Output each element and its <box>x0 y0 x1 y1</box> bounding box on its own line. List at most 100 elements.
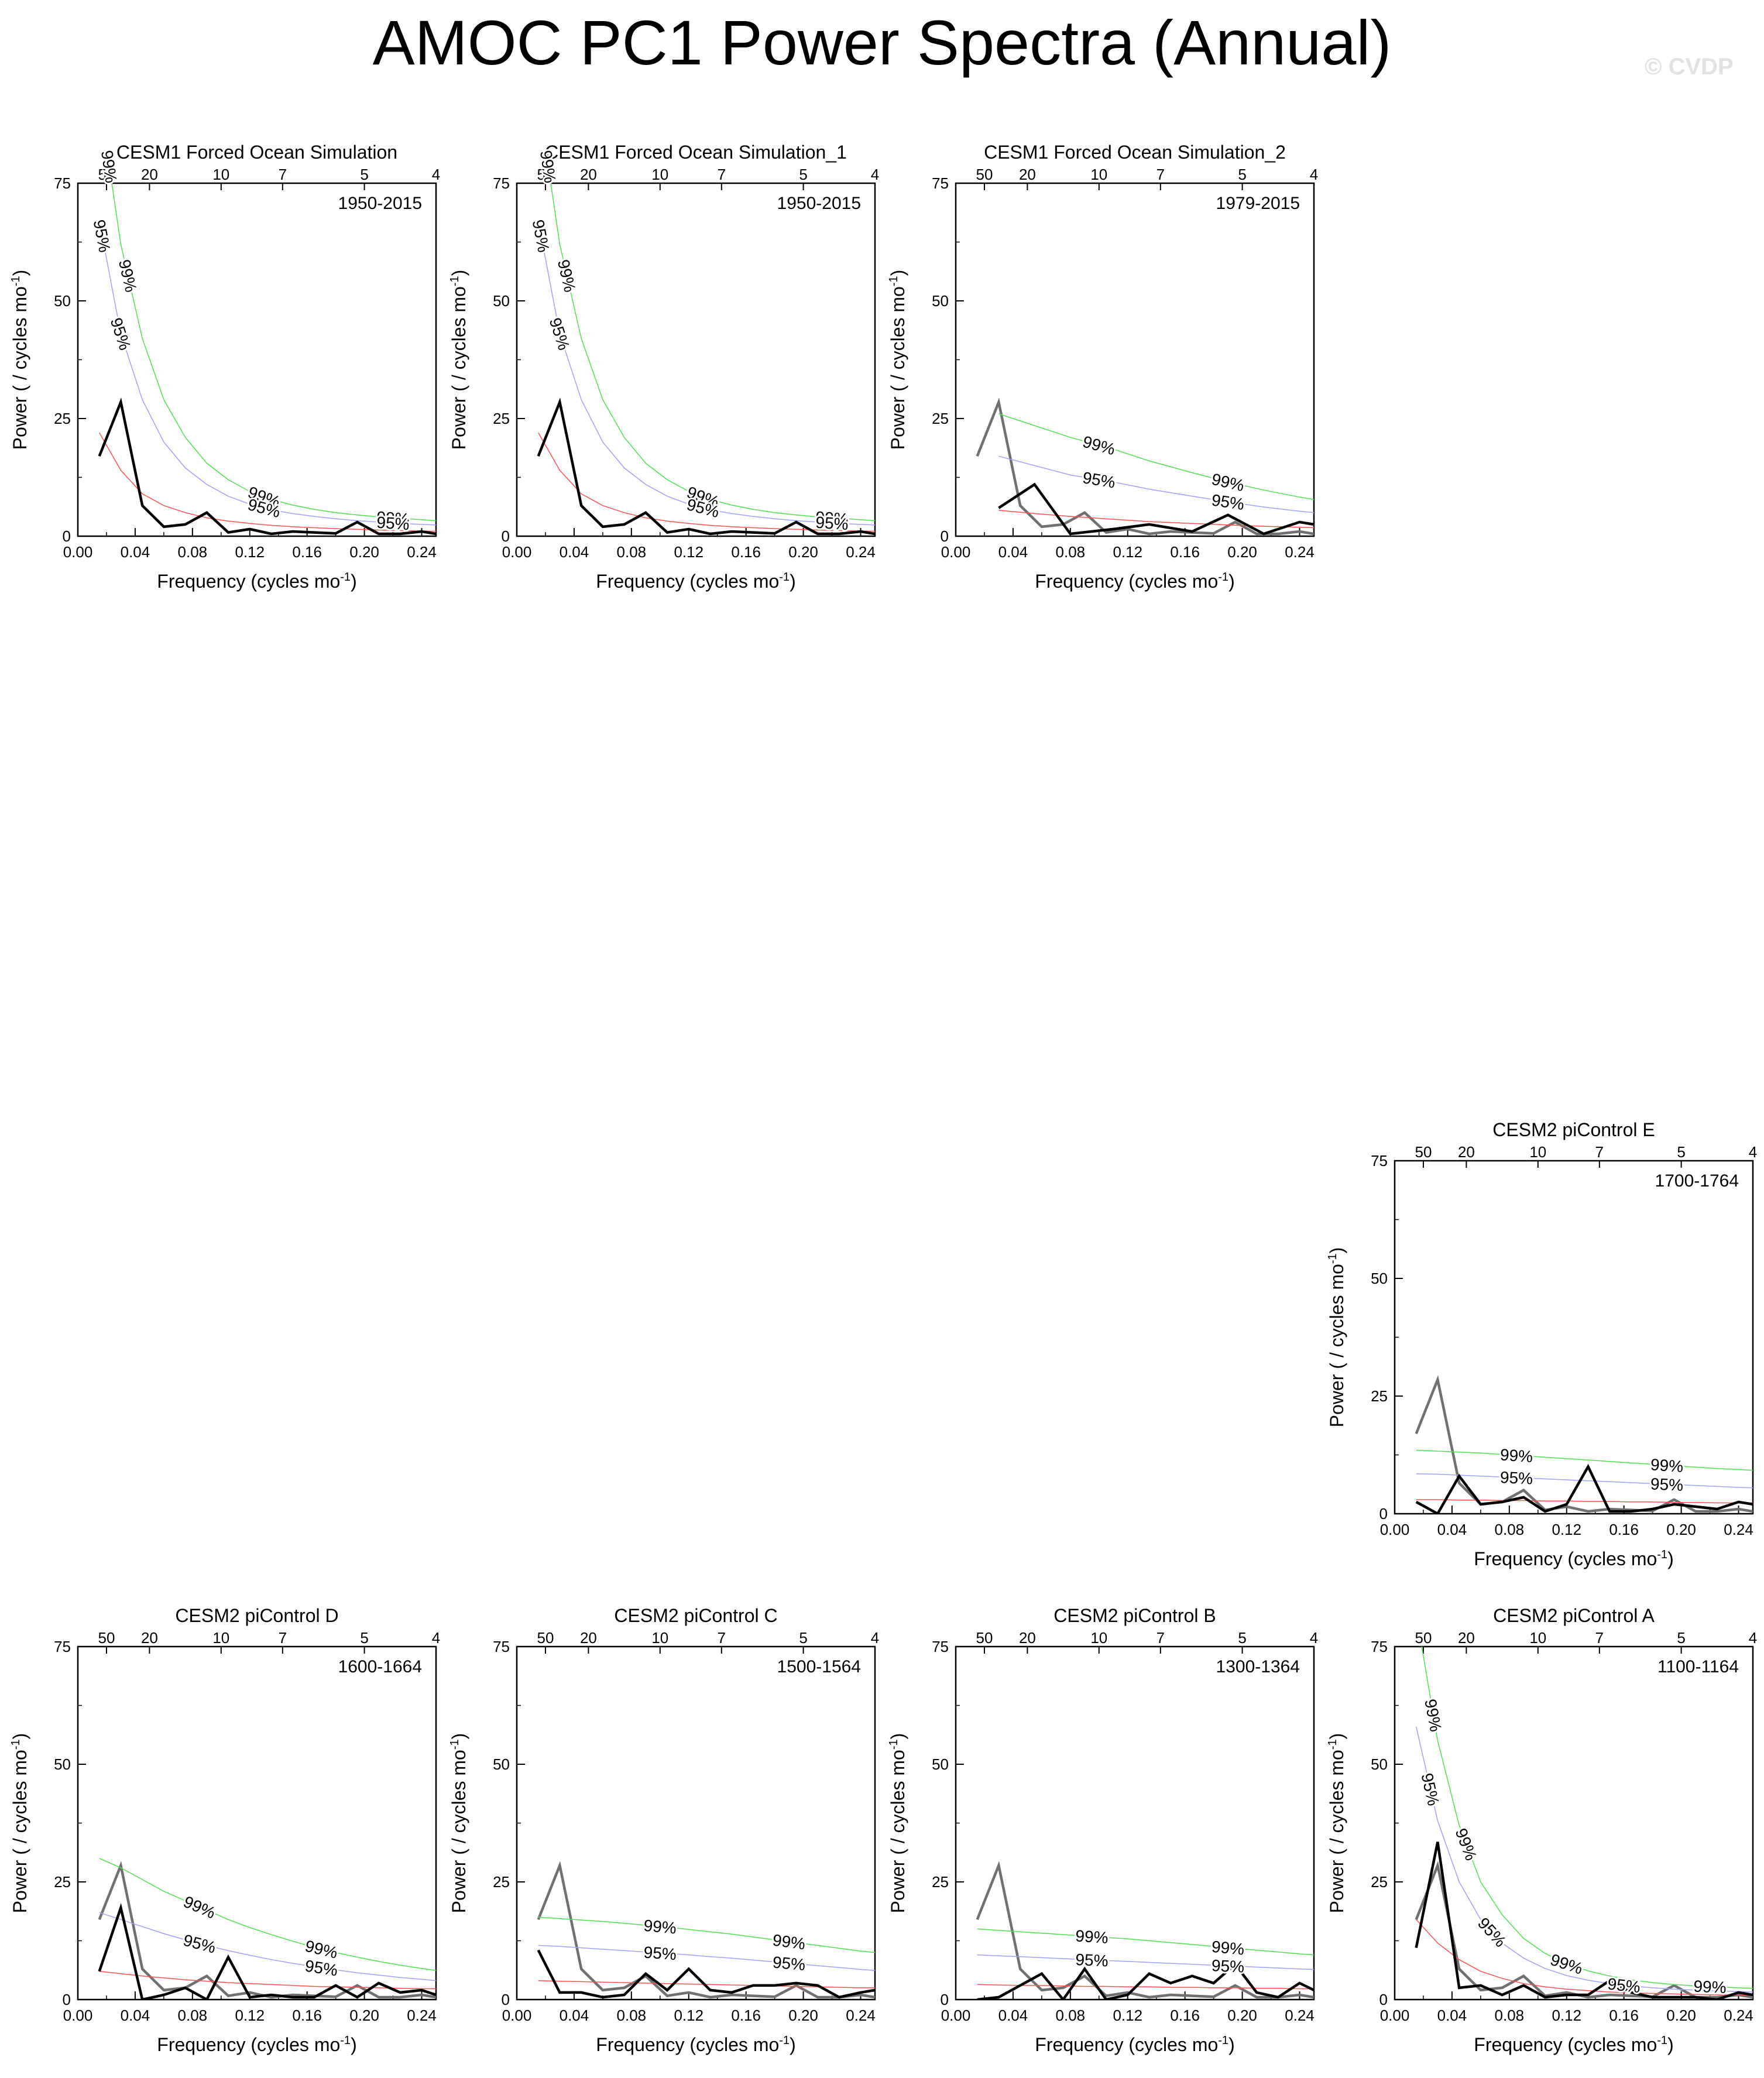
top-tick-label: 50 <box>1415 1143 1432 1161</box>
top-tick-label: 20 <box>1458 1629 1475 1647</box>
y-tick-label: 0 <box>502 527 510 545</box>
x-tick-label: 0.20 <box>349 2007 379 2024</box>
reference-spectrum-line <box>537 1861 875 1999</box>
data-line <box>1415 1842 1753 2000</box>
top-tick-label: 10 <box>651 1629 668 1647</box>
x-tick-label: 0.12 <box>1113 543 1142 561</box>
top-tick-label: 7 <box>1595 1143 1604 1161</box>
plot-frame <box>1394 1160 1754 1515</box>
y-tick-label: 25 <box>1371 1873 1388 1891</box>
top-tick-label: 4 <box>871 1629 879 1647</box>
x-tick-label: 0.12 <box>1113 2007 1142 2024</box>
spectrum-panel: CESM1 Forced Ocean Simulation_250 20 10 7 5 4… <box>887 142 1318 592</box>
ci95-label: 95% <box>1418 1771 1443 1808</box>
x-axis-label: Frequency (cycles mo-1) <box>596 571 795 592</box>
y-tick-label: 75 <box>493 1638 510 1655</box>
ci99-label: 99% <box>554 258 579 294</box>
x-tick-label: 0.12 <box>1552 1521 1581 1538</box>
x-tick-label: 0.24 <box>846 543 876 561</box>
x-axis-label: Frequency (cycles mo-1) <box>1474 1548 1673 1569</box>
top-tick-label: 50 <box>537 1629 554 1647</box>
x-tick-label: 0.00 <box>502 2007 532 2024</box>
ci99-label: 99% <box>1451 1826 1480 1863</box>
y-tick-label: 50 <box>493 1755 510 1773</box>
x-tick-label: 0.00 <box>63 543 93 561</box>
top-tick-label: 5 <box>1238 166 1246 183</box>
y-tick-label: 25 <box>54 410 71 427</box>
y-tick-label: 0 <box>1379 1991 1388 2008</box>
ci99-label: 99% <box>771 1931 807 1953</box>
panel-title: CESM2 piControl E <box>1492 1119 1655 1140</box>
period-label: 1100-1164 <box>1657 1657 1739 1676</box>
ci95-line <box>98 221 436 526</box>
top-tick-label: 4 <box>432 1629 440 1647</box>
top-tick-label: 10 <box>1090 1629 1107 1647</box>
spectrum-panel: CESM2 piControl D50 20 10 7 5 40.00 0.04 0.08 0.… <box>9 1605 440 2055</box>
top-tick-label: 5 <box>1677 1629 1685 1647</box>
red-noise-line <box>1416 1499 1753 1504</box>
ci99-line <box>1421 1647 1753 1989</box>
x-tick-label: 0.08 <box>617 543 647 561</box>
panel-title: CESM2 piControl B <box>1053 1605 1216 1626</box>
x-tick-label: 0.12 <box>674 2007 703 2024</box>
series-group <box>98 183 436 536</box>
red-noise-line <box>538 432 875 532</box>
x-tick-label: 0.24 <box>407 543 437 561</box>
x-tick-label: 0.24 <box>1285 543 1315 561</box>
x-tick-label: 0.00 <box>941 2007 971 2024</box>
ci99-line <box>550 183 875 522</box>
top-tick-label: 20 <box>1019 166 1036 183</box>
x-tick-label: 0.08 <box>178 2007 208 2024</box>
x-tick-label: 0.08 <box>1056 543 1086 561</box>
period-label: 1950-2015 <box>338 194 422 213</box>
y-tick-label: 0 <box>63 527 71 545</box>
ci95-line <box>977 1954 1314 1970</box>
reference-spectrum-line <box>976 1861 1314 1999</box>
ci99-label: 99% <box>1211 1938 1245 1959</box>
ci95-label: 95% <box>772 1953 807 1974</box>
y-tick-label: 75 <box>493 174 510 192</box>
ci99-label: 99% <box>643 1916 677 1938</box>
y-tick-label: 50 <box>54 1755 71 1773</box>
series-group <box>1415 1647 1753 2000</box>
ci95-line <box>99 1912 436 1981</box>
top-tick-label: 5 <box>799 1629 807 1647</box>
y-tick-label: 50 <box>932 1755 949 1773</box>
top-tick-label: 50 <box>98 166 115 183</box>
x-tick-label: 0.16 <box>1170 2007 1200 2024</box>
y-tick-label: 25 <box>54 1873 71 1891</box>
ci99-label: 99% <box>376 508 410 529</box>
series-group <box>537 183 875 536</box>
period-label: 1300-1364 <box>1216 1657 1300 1676</box>
top-tick-label: 20 <box>141 1629 158 1647</box>
top-tick-label: 4 <box>1749 1143 1757 1161</box>
data-line <box>977 1962 1314 2000</box>
x-tick-label: 0.08 <box>1495 1521 1525 1538</box>
x-tick-label: 0.16 <box>731 543 761 561</box>
y-tick-label: 25 <box>493 1873 510 1891</box>
x-tick-label: 0.04 <box>998 2007 1028 2024</box>
plot-frame <box>955 1645 1315 2001</box>
ci95-label: 95% <box>107 316 135 352</box>
ci99-label: 99% <box>115 258 140 294</box>
y-tick-label: 50 <box>1371 1270 1388 1287</box>
x-tick-label: 0.04 <box>560 543 589 561</box>
y-tick-label: 50 <box>493 292 510 310</box>
y-axis-label: Power ( / cycles mo-1) <box>887 270 908 450</box>
cvdp-watermark: © CVDP <box>1645 54 1734 80</box>
series-group <box>1415 1375 1753 1514</box>
ci99-line <box>538 1916 875 1953</box>
x-tick-label: 0.12 <box>1552 2007 1581 2024</box>
x-tick-label: 0.04 <box>121 2007 150 2024</box>
red-noise-line <box>1416 1919 1753 1996</box>
data-line <box>537 1949 875 1999</box>
x-axis-label: Frequency (cycles mo-1) <box>596 2034 795 2055</box>
x-tick-label: 0.24 <box>846 2007 876 2024</box>
ci99-line <box>99 1858 436 1971</box>
x-tick-label: 0.16 <box>292 543 322 561</box>
x-tick-label: 0.20 <box>1666 2007 1696 2024</box>
y-tick-label: 0 <box>1379 1505 1388 1523</box>
x-tick-label: 0.16 <box>1170 543 1200 561</box>
x-tick-label: 0.00 <box>1380 2007 1410 2024</box>
period-label: 1700-1764 <box>1655 1171 1739 1191</box>
